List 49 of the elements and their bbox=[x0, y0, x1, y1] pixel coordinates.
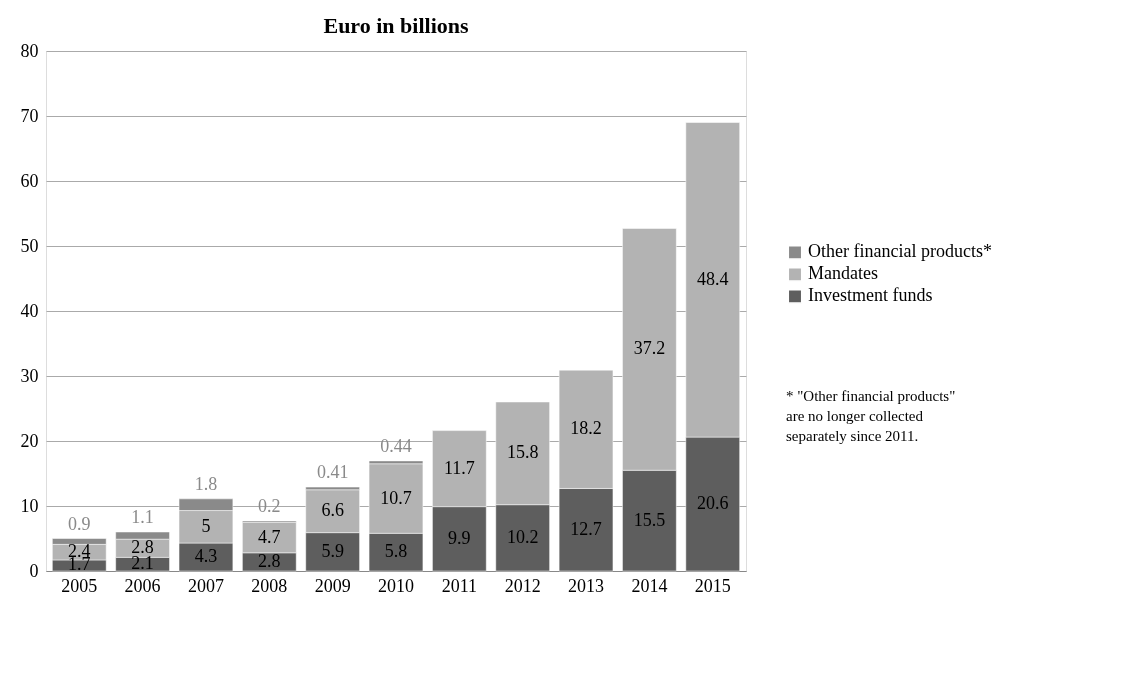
data-label: 5.8 bbox=[384, 541, 408, 562]
data-label: 15.8 bbox=[506, 442, 539, 463]
data-label: 18.2 bbox=[570, 418, 602, 439]
y-tick-label: 70 bbox=[20, 105, 39, 126]
data-label: 5.9 bbox=[321, 540, 344, 561]
data-label: 9.9 bbox=[448, 527, 471, 548]
data-label: 5 bbox=[201, 515, 211, 536]
data-label: 1.1 bbox=[131, 507, 154, 527]
x-tick-label: 2014 bbox=[631, 575, 668, 596]
chart-title: Euro in billions bbox=[323, 13, 469, 38]
x-tick-label: 2007 bbox=[187, 575, 224, 596]
legend-label: Other financial products* bbox=[808, 241, 992, 262]
data-label: 20.6 bbox=[696, 493, 729, 514]
y-tick-label: 60 bbox=[20, 170, 39, 191]
data-label: 2.8 bbox=[258, 550, 281, 571]
data-label: 10.7 bbox=[380, 487, 412, 508]
data-label: 10.2 bbox=[506, 526, 539, 547]
data-label: 4.7 bbox=[258, 526, 281, 547]
x-tick-label: 2011 bbox=[441, 575, 478, 596]
data-label: 0.9 bbox=[68, 513, 91, 534]
data-label: 12.7 bbox=[570, 518, 602, 539]
data-label: 15.5 bbox=[633, 509, 666, 530]
x-tick-label: 2005 bbox=[61, 575, 98, 596]
y-tick-label: 80 bbox=[20, 40, 39, 61]
data-label: 48.4 bbox=[696, 268, 729, 289]
x-tick-label: 2008 bbox=[251, 575, 288, 596]
data-label: 11.7 bbox=[443, 457, 475, 478]
x-tick-label: 2013 bbox=[568, 575, 605, 596]
y-tick-label: 20 bbox=[20, 430, 39, 451]
x-tick-label: 2015 bbox=[694, 575, 731, 596]
data-label: 37.2 bbox=[633, 338, 666, 359]
y-tick-label: 0 bbox=[29, 560, 39, 581]
data-label: 0.44 bbox=[380, 435, 412, 456]
data-label: 4.3 bbox=[194, 546, 218, 567]
x-tick-label: 2006 bbox=[124, 575, 161, 596]
text: * "Other financial products" are no longer collected separately since 2011. bbox=[786, 388, 956, 444]
data-label: 1.8 bbox=[194, 473, 218, 494]
data-label: 0.41 bbox=[316, 462, 349, 483]
y-tick-label: 30 bbox=[20, 365, 39, 386]
y-tick-label: 10 bbox=[20, 495, 39, 516]
x-tick-label: 2010 bbox=[378, 575, 414, 596]
data-label: 6.6 bbox=[321, 500, 344, 521]
legend-label: Mandates bbox=[808, 263, 878, 284]
y-tick-label: 50 bbox=[20, 235, 39, 256]
x-tick-label: 2009 bbox=[314, 575, 351, 596]
data-label: 2.1 bbox=[131, 553, 154, 574]
y-tick-label: 40 bbox=[20, 300, 39, 321]
legend-label: Investment funds bbox=[808, 285, 933, 306]
x-tick-label: 2012 bbox=[504, 575, 541, 596]
